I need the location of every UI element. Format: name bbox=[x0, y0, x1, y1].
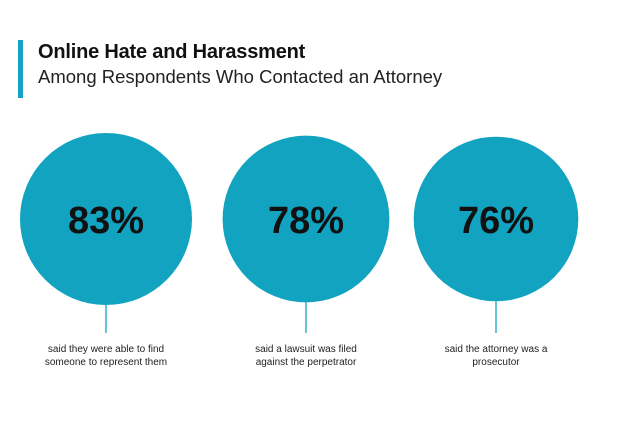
bubble-2 bbox=[222, 135, 390, 303]
caption-2: said a lawsuit was filed against the per… bbox=[255, 344, 357, 368]
bubble-item-2: 78% bbox=[222, 135, 390, 333]
bubble-value-2: 78% bbox=[268, 200, 344, 242]
bubble-3 bbox=[413, 136, 579, 302]
caption-1: said they were able to find someone to r… bbox=[44, 344, 168, 368]
chart-subtitle: Among Respondents Who Contacted an Attor… bbox=[38, 66, 443, 87]
chart-title: Online Hate and Harassment bbox=[38, 41, 306, 63]
bubble-value-1: 83% bbox=[68, 200, 144, 242]
caption-3: said the attorney was a prosecutor bbox=[444, 344, 548, 368]
bubble-item-3: 76% bbox=[413, 136, 579, 333]
title-accent-bar bbox=[18, 40, 23, 98]
bubble-item-1: 83% bbox=[20, 133, 192, 333]
bubble-1 bbox=[20, 133, 192, 305]
bubble-value-3: 76% bbox=[458, 200, 534, 242]
